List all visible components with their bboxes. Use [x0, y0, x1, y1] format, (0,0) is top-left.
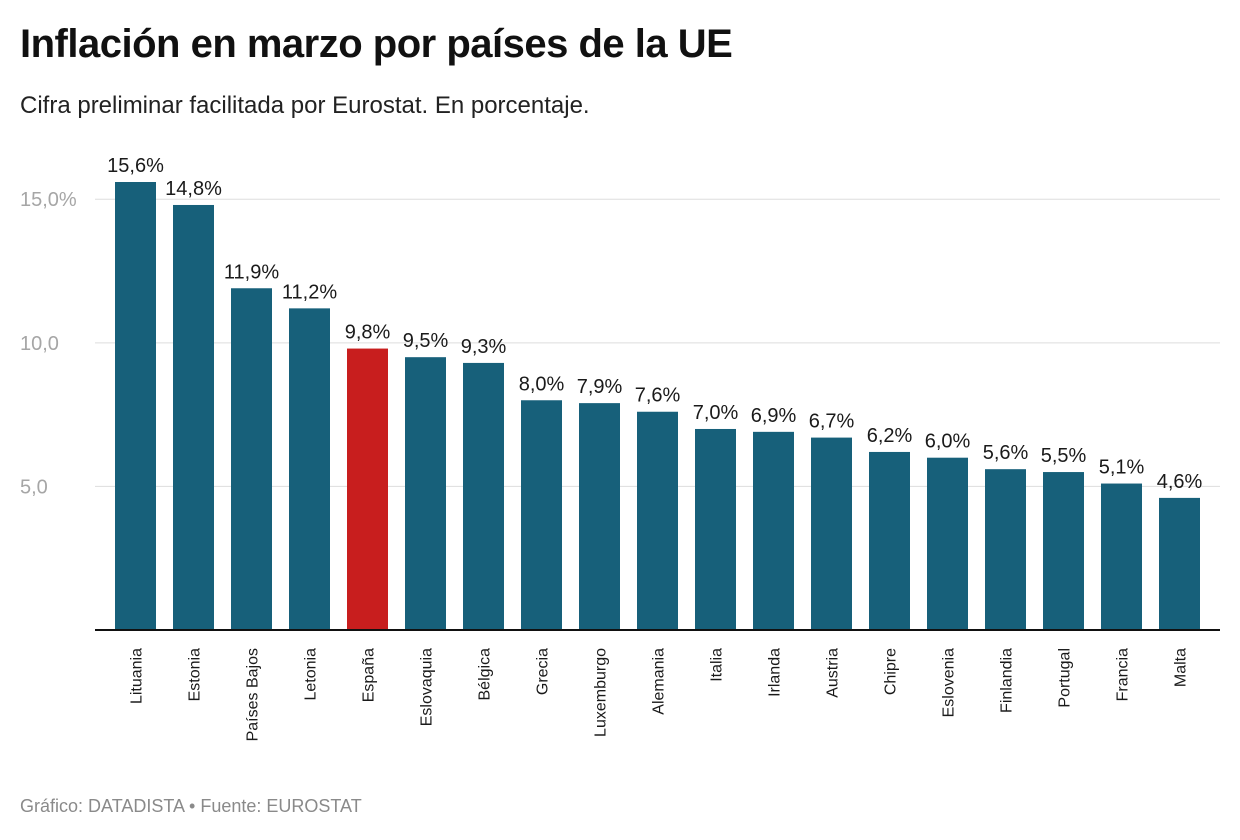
y-tick-label: 15,0%: [20, 189, 77, 211]
category-label: Países Bajos: [245, 648, 262, 741]
data-label: 5,1%: [1099, 457, 1145, 479]
data-label: 5,6%: [983, 442, 1029, 464]
gridlines: 5,0 10,0 15,0%: [20, 189, 1220, 498]
category-label: Portugal: [1057, 648, 1074, 708]
bar: [1159, 497, 1200, 630]
y-tick-label: 10,0: [20, 333, 59, 355]
bar: [1101, 483, 1142, 630]
data-label: 6,7%: [809, 411, 855, 433]
category-label: Luxemburgo: [593, 648, 610, 737]
y-tick-label: 5,0: [20, 476, 48, 498]
category-label: Grecia: [535, 648, 552, 695]
data-label: 4,6%: [1157, 471, 1203, 493]
data-label: 11,9%: [224, 261, 279, 283]
data-label: 7,9%: [577, 376, 623, 398]
category-label: Alemania: [651, 648, 668, 715]
category-label: Irlanda: [767, 648, 784, 697]
bar: [753, 431, 794, 630]
bars: [115, 182, 1200, 630]
bar: [521, 400, 562, 630]
category-label: Bélgica: [477, 648, 494, 701]
bar: [405, 357, 446, 630]
bar: [927, 457, 968, 630]
data-label: 9,5%: [403, 330, 449, 352]
data-label: 9,3%: [461, 336, 507, 358]
category-label: Chipre: [883, 648, 900, 695]
bar: [1043, 472, 1084, 630]
bar: [115, 182, 156, 630]
bar: [347, 348, 388, 630]
bar: [811, 437, 852, 630]
bar: [231, 288, 272, 630]
data-label: 7,0%: [693, 402, 739, 424]
bar: [579, 403, 620, 630]
data-label: 5,5%: [1041, 445, 1087, 467]
bar: [173, 204, 214, 630]
category-label: Estonia: [187, 648, 204, 701]
data-label: 7,6%: [635, 385, 681, 407]
category-label: España: [361, 648, 378, 702]
bar: [289, 308, 330, 630]
data-label: 15,6%: [107, 155, 164, 177]
category-label: Italia: [709, 648, 726, 682]
chart-title: Inflación en marzo por países de la UE: [20, 22, 733, 66]
data-label: 11,2%: [282, 281, 337, 303]
data-label: 8,0%: [519, 373, 565, 395]
category-label: Eslovaquia: [419, 648, 436, 726]
category-label: Malta: [1173, 648, 1190, 687]
data-label: 6,9%: [751, 405, 797, 427]
category-label: Finlandia: [999, 648, 1016, 713]
bar-chart: 5,0 10,0 15,0% 15,6%14,8% 11,9%11,2% 9,8% 9,5…: [20, 155, 1220, 741]
category-labels: Lituania Estonia Países Bajos Letonia España…: [129, 648, 1190, 741]
chart-subtitle: Cifra preliminar facilitada por Eurostat…: [20, 92, 590, 119]
category-label: Austria: [825, 648, 842, 698]
category-label: Lituania: [129, 648, 146, 704]
data-label: 14,8%: [165, 178, 222, 200]
bar: [695, 428, 736, 630]
bar: [869, 451, 910, 630]
bar: [637, 411, 678, 630]
source-footer: Gráfico: DATADISTA • Fuente: EUROSTAT: [20, 796, 362, 816]
bar: [463, 362, 504, 630]
category-label: Eslovenia: [941, 648, 958, 717]
data-label: 6,2%: [867, 425, 913, 447]
data-labels: 15,6%14,8% 11,9%11,2% 9,8% 9,5% 9,3% 8,0% 7,9%…: [107, 155, 1202, 493]
category-label: Francia: [1115, 648, 1132, 701]
data-label: 9,8%: [345, 322, 391, 344]
data-label: 6,0%: [925, 431, 971, 453]
bar: [985, 469, 1026, 630]
category-label: Letonia: [303, 648, 320, 701]
